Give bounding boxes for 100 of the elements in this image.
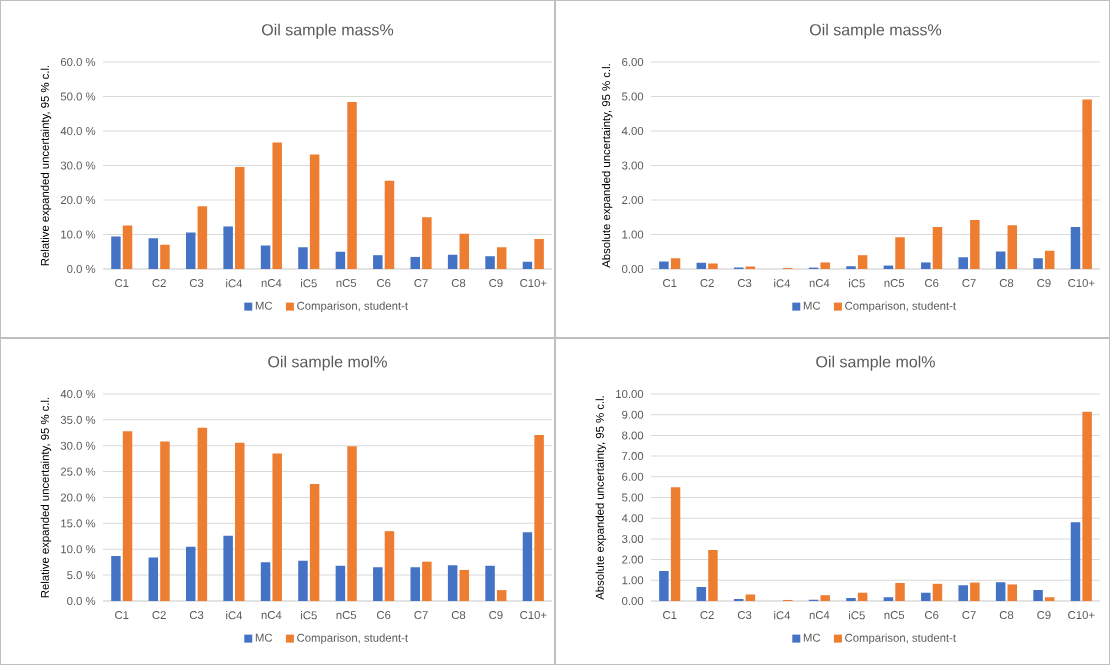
x-tick-label: iC4 [226,611,243,620]
x-tick-label: C3 [737,279,752,288]
y-tick-label: 0.00 [622,264,644,273]
x-tick-label: nC4 [261,279,282,288]
y-tick-label: 40.0 % [60,127,96,135]
x-tick-label: C7 [962,279,976,288]
y-tick-label: 5.00 [622,92,644,101]
bar [522,532,533,601]
bar [534,434,544,601]
bar [745,594,756,601]
bar [485,565,495,601]
bar [708,550,718,601]
bar [272,453,282,601]
bar [1033,258,1043,269]
bar [496,590,507,601]
bar [260,562,271,601]
bar [111,555,121,601]
y-tick-label: 6.00 [622,58,644,67]
x-tick-label: iC4 [774,611,791,620]
bar [659,261,669,269]
legend-label: MC [803,301,821,310]
bar [970,582,980,601]
chart-title: Oil sample mol% [268,355,387,371]
bar [708,263,718,269]
y-tick-label: 5.0 % [67,571,96,580]
bar [335,251,346,269]
y-tick-label: 30.0 % [60,161,96,170]
bar [995,251,1006,269]
y-tick-label: 15.0 % [61,519,96,528]
bar [309,154,320,269]
x-tick-label: C1 [663,279,677,288]
bar [820,262,830,269]
x-tick-label: C2 [152,279,166,288]
x-tick-label: iC5 [849,611,865,620]
x-tick-label: nC4 [809,611,830,620]
x-tick-label: C1 [663,611,677,620]
bar [447,254,458,269]
x-tick-label: iC5 [849,279,865,288]
y-axis-title: Relative expanded uncertainty, 95 % c.l. [40,65,52,266]
x-tick-label: C10+ [520,611,547,620]
bar [260,245,271,269]
x-tick-label: C6 [376,611,391,620]
y-tick-label: 5.00 [622,493,644,502]
bar [122,225,133,269]
y-tick-label: 25.0 % [60,467,96,476]
bar [111,236,121,269]
y-tick-label: 2.00 [622,195,644,204]
x-tick-label: C1 [115,279,129,288]
y-tick-label: 4.00 [621,127,644,135]
bar [1007,584,1018,601]
x-tick-label: C7 [962,611,976,620]
x-tick-label: C10+ [1068,279,1095,288]
x-tick-label: nC5 [884,611,905,620]
x-tick-label: C8 [451,611,466,620]
y-tick-label: 4.00 [621,514,644,523]
x-tick-label: C10+ [520,279,547,288]
x-tick-label: C8 [451,279,466,288]
chart-title: Oil sample mass% [262,23,394,39]
bar [696,586,707,601]
x-tick-label: iC4 [226,279,243,288]
chart-title: Oil sample mol% [816,355,935,371]
x-tick-label: C9 [489,611,503,620]
bar [857,592,868,601]
bar [272,142,282,269]
x-tick-label: C3 [737,611,752,620]
x-tick-label: C6 [376,279,391,288]
y-tick-label: 1.00 [622,230,644,239]
bar [197,206,208,269]
bar [932,226,943,269]
x-tick-label: nC5 [884,279,905,288]
bar [522,261,533,269]
y-tick-label: 9.00 [622,410,644,419]
bar [373,567,383,601]
bar [496,247,507,269]
y-tick-label: 10.00 [616,390,644,399]
bar [235,166,245,269]
y-tick-label: 7.00 [622,452,644,461]
bar [733,598,744,601]
x-tick-label: C3 [189,279,204,288]
bar [347,446,357,601]
legend-label: MC [803,633,821,642]
x-tick-label: C2 [152,611,166,620]
bar [1007,225,1018,269]
x-tick-label: C8 [999,611,1014,620]
bar [1070,522,1081,601]
y-tick-label: 40.0 % [60,390,96,399]
y-tick-label: 30.0 % [60,441,96,450]
y-tick-label: 3.00 [622,534,644,543]
legend-label: MC [255,633,273,642]
x-tick-label: C10+ [1068,611,1095,620]
y-tick-label: 10.0 % [61,230,96,239]
y-axis-title: Absolute expanded uncertainty, 95 % c.l. [601,64,613,268]
x-tick-label: nC4 [261,611,282,620]
x-tick-label: iC5 [301,611,317,620]
x-tick-label: nC5 [336,279,357,288]
x-tick-label: iC5 [301,279,317,288]
bar [932,583,943,601]
bar [447,565,458,601]
bar [696,262,707,269]
bar [185,546,196,601]
